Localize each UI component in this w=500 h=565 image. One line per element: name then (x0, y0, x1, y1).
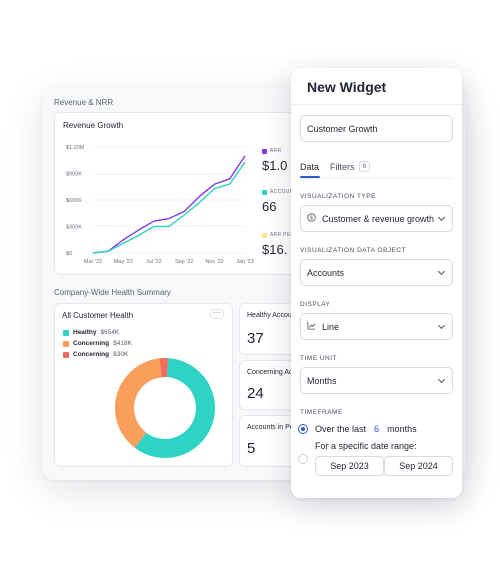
x-tick-label: Nov '22 (205, 259, 223, 265)
new-widget-panel: New Widget Customer Growth Data Filters … (291, 68, 462, 498)
data-object-select[interactable]: Accounts (300, 259, 453, 286)
stat-card-value: 37 (247, 330, 264, 347)
legend-label: Concerning (73, 351, 110, 358)
customer-health-panel: All Customer Health ··· Healthy $654K Co… (54, 303, 233, 467)
dollar-circle-icon: $ (307, 213, 316, 224)
kpi-arr-per: ARR PER $16. (262, 232, 294, 257)
display-caption: DISPLAY (300, 301, 331, 308)
x-tick-label: Jul '22 (146, 259, 162, 265)
widget-title: New Widget (307, 79, 387, 95)
series-line-1 (92, 161, 246, 254)
donut-slice (114, 358, 162, 448)
y-tick-label: $900K (66, 172, 82, 178)
widget-name-input[interactable]: Customer Growth (300, 115, 453, 142)
svg-text:$: $ (310, 215, 313, 221)
legend-label: Healthy (73, 329, 97, 336)
kpi-accounts-swatch (262, 189, 267, 195)
revenue-growth-chart: $0 $300K $600K $900K $1.20M Mar '22 May '22 Jul… (66, 145, 254, 265)
viz-type-caption: VISUALIZATION TYPE (300, 193, 376, 200)
section-title-revenue: Revenue & NRR (54, 98, 114, 107)
y-tick-label: $300K (66, 225, 82, 231)
tab-filters[interactable]: Filters (330, 162, 355, 172)
kpi-accounts-label: ACCOUN (270, 189, 294, 195)
kpi-accounts: ACCOUN 66 (262, 189, 293, 214)
stat-card-label: Accounts in Pe (247, 424, 294, 431)
time-unit-value: Months (307, 375, 337, 386)
x-tick-label: Jan '23 (236, 259, 254, 265)
divider (291, 104, 462, 105)
stat-card-accounts-in: Accounts in Pe 5 (239, 415, 299, 467)
start-date-input[interactable]: Sep 2023 (315, 456, 384, 476)
legend-swatch (63, 329, 69, 336)
kpi-accounts-value: 66 (262, 199, 277, 214)
kpi-arr-label: ARR (270, 148, 282, 154)
x-tick-label: May '22 (114, 259, 133, 265)
over-last-prefix: Over the last (315, 424, 367, 434)
line-chart-icon (307, 321, 316, 332)
stat-card-concerning: Concerning Ac 24 (239, 360, 299, 410)
customer-health-title: All Customer Health (62, 311, 134, 320)
over-last-label: Over the last 6 months (315, 424, 417, 434)
chevron-down-icon (437, 213, 446, 222)
legend-amount: $654K (100, 329, 120, 336)
kpi-arr-per-label: ARR PER (270, 232, 295, 238)
filters-count-badge: 0 (359, 161, 370, 172)
radio-date-range[interactable] (298, 454, 308, 464)
legend-amount: $30K (113, 351, 129, 358)
stat-card-label: Concerning Ac (247, 369, 293, 376)
data-object-caption: VISUALIZATION DATA OBJECT (300, 247, 407, 254)
chevron-down-icon (437, 267, 446, 276)
revenue-growth-title: Revenue Growth (63, 121, 124, 130)
viz-type-select[interactable]: $ Customer & revenue growth (300, 205, 453, 232)
chevron-down-icon (437, 321, 446, 330)
legend-swatch (63, 340, 69, 347)
over-last-suffix: months (387, 424, 417, 434)
viz-type-value: Customer & revenue growth (322, 213, 435, 224)
stat-card-label: Healthy Accou (247, 312, 292, 319)
tab-data[interactable]: Data (300, 162, 320, 172)
end-date-input[interactable]: Sep 2024 (384, 456, 453, 476)
section-title-health: Company-Wide Health Summary (54, 288, 171, 297)
legend-amount: $418K (113, 340, 132, 347)
legend-concerning-2: Concerning $30K (63, 351, 128, 358)
y-tick-label: $1.20M (66, 145, 85, 151)
display-select[interactable]: Line (300, 313, 453, 340)
donut-slice (159, 358, 168, 378)
stat-card-value: 5 (247, 440, 256, 457)
kpi-arr: ARR $1.0 (262, 148, 287, 173)
donut-slice (134, 358, 215, 458)
kpi-arr-per-value: $16. (262, 242, 288, 257)
y-tick-label: $600K (66, 198, 82, 204)
data-object-value: Accounts (307, 267, 345, 278)
display-value: Line (322, 321, 340, 332)
stat-card-healthy: Healthy Accou 37 (239, 303, 299, 355)
kpi-arr-swatch (262, 148, 267, 154)
date-range-label: For a specific date range: (315, 441, 417, 451)
more-horizontal-icon[interactable]: ··· (210, 309, 224, 319)
kpi-arr-per-swatch (262, 232, 267, 238)
series-line-0 (92, 155, 246, 254)
active-tab-indicator (300, 176, 320, 178)
y-tick-label: $0 (66, 251, 72, 257)
time-unit-caption: TIME UNIT (300, 355, 337, 362)
time-unit-select[interactable]: Months (300, 367, 453, 394)
radio-over-last[interactable] (298, 424, 308, 434)
timeframe-caption: TIMEFRAME (300, 409, 343, 416)
chevron-down-icon (437, 375, 446, 384)
tabs-divider (300, 178, 453, 179)
legend-swatch (63, 351, 69, 358)
legend-concerning: Concerning $418K (63, 340, 132, 347)
x-tick-label: Mar '22 (84, 259, 102, 265)
legend-label: Concerning (73, 340, 110, 347)
months-count-input[interactable]: 6 (374, 424, 380, 434)
legend-healthy: Healthy $654K (63, 329, 119, 336)
customer-health-donut (114, 358, 215, 458)
stat-card-value: 24 (247, 385, 264, 402)
x-tick-label: Sep '22 (175, 259, 193, 265)
kpi-arr-value: $1.0 (262, 158, 288, 173)
